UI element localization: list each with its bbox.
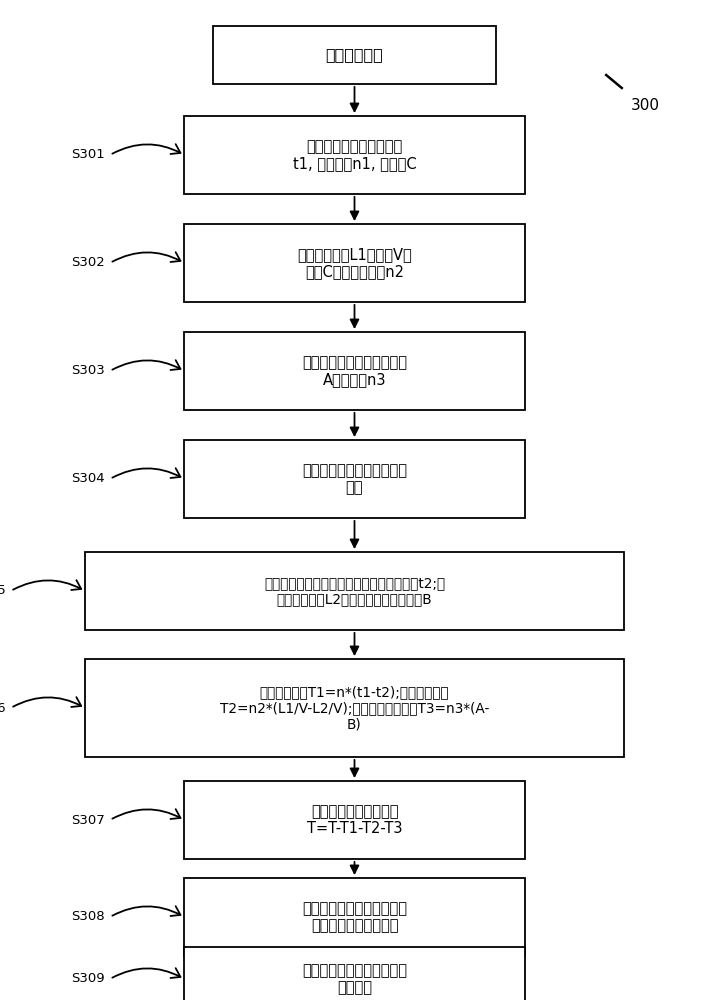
Text: S309: S309 <box>71 972 104 986</box>
FancyArrowPatch shape <box>112 968 181 978</box>
FancyBboxPatch shape <box>85 552 624 630</box>
Text: S305: S305 <box>0 584 6 597</box>
Text: 获取补水档位L1，流量V，
根据C获取补水次数n2: 获取补水档位L1，流量V， 根据C获取补水次数n2 <box>297 247 412 279</box>
FancyBboxPatch shape <box>184 224 525 302</box>
Text: S301: S301 <box>71 148 105 161</box>
FancyBboxPatch shape <box>184 946 525 1000</box>
FancyBboxPatch shape <box>213 26 496 84</box>
FancyArrowPatch shape <box>112 906 181 916</box>
FancyArrowPatch shape <box>112 809 181 819</box>
Text: 播报剩余时间，询问用户是
否按照调整后时间操作: 播报剩余时间，询问用户是 否按照调整后时间操作 <box>302 901 407 933</box>
FancyBboxPatch shape <box>184 440 525 518</box>
Text: 滚筒运行阶段: 滚筒运行阶段 <box>325 47 384 62</box>
Text: S307: S307 <box>71 814 105 826</box>
FancyArrowPatch shape <box>112 468 181 478</box>
Text: S302: S302 <box>71 256 105 269</box>
FancyArrowPatch shape <box>13 697 82 707</box>
Text: 获取中间脱水转速对应时限
A，脱水次n3: 获取中间脱水转速对应时限 A，脱水次n3 <box>302 355 407 387</box>
FancyArrowPatch shape <box>112 144 181 154</box>
Text: 洗涤缩短时间T1=n*(t1-t2);补水缩短时间
T2=n2*(L1/V-L2/V);中间脱水缩短时间T3=n3*(A-
B): 洗涤缩短时间T1=n*(t1-t2);补水缩短时间 T2=n2*(L1/V-L2… <box>220 685 489 731</box>
FancyBboxPatch shape <box>85 659 624 757</box>
FancyArrowPatch shape <box>13 580 82 590</box>
Text: S308: S308 <box>71 910 104 924</box>
FancyBboxPatch shape <box>184 116 525 194</box>
Text: 获取该桶正反转停留时间
t1, 停留次数n1, 称重值C: 获取该桶正反转停留时间 t1, 停留次数n1, 称重值C <box>293 139 416 171</box>
Text: 重新计算实际运行时间
T=T-T1-T2-T3: 重新计算实际运行时间 T=T-T1-T2-T3 <box>307 804 402 836</box>
Text: 接收到用户缩短运行时长的
命令: 接收到用户缩短运行时长的 命令 <box>302 463 407 495</box>
Text: 300: 300 <box>631 98 659 112</box>
FancyBboxPatch shape <box>184 332 525 410</box>
FancyArrowPatch shape <box>112 252 181 262</box>
Text: S304: S304 <box>71 473 104 486</box>
Text: 按照调整后的参数运行直至
程序结束: 按照调整后的参数运行直至 程序结束 <box>302 963 407 995</box>
FancyBboxPatch shape <box>184 878 525 956</box>
Text: S306: S306 <box>0 702 5 714</box>
Text: S303: S303 <box>71 364 105 377</box>
Text: 调整对应参数设定：正反转停留时间调整为t2;补
水档位调整为L2；中间脱水时限调整为B: 调整对应参数设定：正反转停留时间调整为t2;补 水档位调整为L2；中间脱水时限调… <box>264 576 445 606</box>
FancyArrowPatch shape <box>112 360 181 370</box>
FancyBboxPatch shape <box>184 781 525 859</box>
